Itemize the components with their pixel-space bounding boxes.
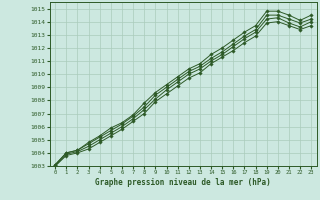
X-axis label: Graphe pression niveau de la mer (hPa): Graphe pression niveau de la mer (hPa): [95, 178, 271, 187]
